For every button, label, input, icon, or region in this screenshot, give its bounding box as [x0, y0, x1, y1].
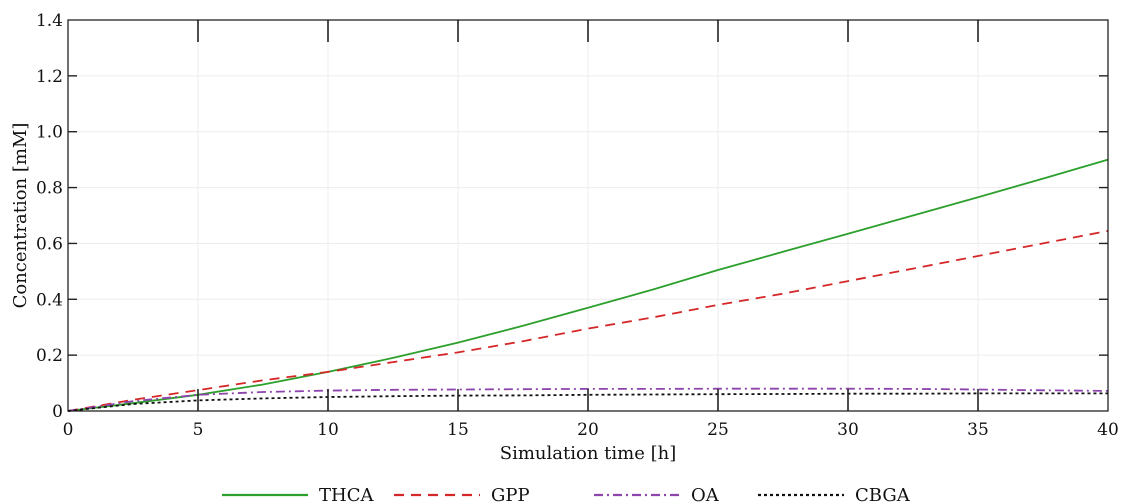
x-tick-label: 35	[967, 420, 989, 440]
x-tick-label: 5	[193, 420, 204, 440]
y-tick-label: 1.2	[36, 67, 63, 87]
legend: THCA GPP OA CBGA	[222, 485, 911, 503]
y-tick-label: 0.8	[36, 179, 63, 199]
y-axis-label: Concentration [mM]	[10, 123, 31, 309]
y-tick-label: 1.0	[36, 123, 63, 143]
series-line-thca	[67, 158, 1109, 412]
x-axis-ticks: 0 5 10 15 20 25 30 35 40	[63, 389, 1119, 440]
legend-label-cbga: CBGA	[855, 485, 911, 503]
x-tick-label: 30	[837, 420, 859, 440]
y-tick-label: 1.4	[36, 11, 63, 31]
x-tick-label: 40	[1097, 420, 1119, 440]
y-tick-label: 0.4	[36, 290, 63, 310]
x-tick-label: 15	[447, 420, 469, 440]
x-tick-label: 10	[317, 420, 339, 440]
y-axis-ticks: 0 0.2 0.4 0.6 0.8 1.0 1.2 1.4	[36, 11, 1108, 422]
grid	[68, 20, 1108, 411]
top-ticks	[197, 20, 979, 42]
series-line-gpp	[67, 230, 1109, 412]
y-tick-label: 0	[52, 402, 63, 422]
x-tick-label: 0	[63, 420, 74, 440]
legend-label-gpp: GPP	[491, 485, 530, 503]
y-tick-label: 0.2	[36, 346, 63, 366]
x-axis-label: Simulation time [h]	[500, 443, 676, 464]
y-tick-label: 0.6	[36, 234, 63, 254]
legend-label-oa: OA	[691, 485, 720, 503]
legend-label-thca: THCA	[319, 485, 374, 503]
series-line-oa	[67, 387, 1109, 412]
x-tick-label: 20	[577, 420, 599, 440]
series-lines	[67, 158, 1109, 412]
x-tick-label: 25	[707, 420, 729, 440]
